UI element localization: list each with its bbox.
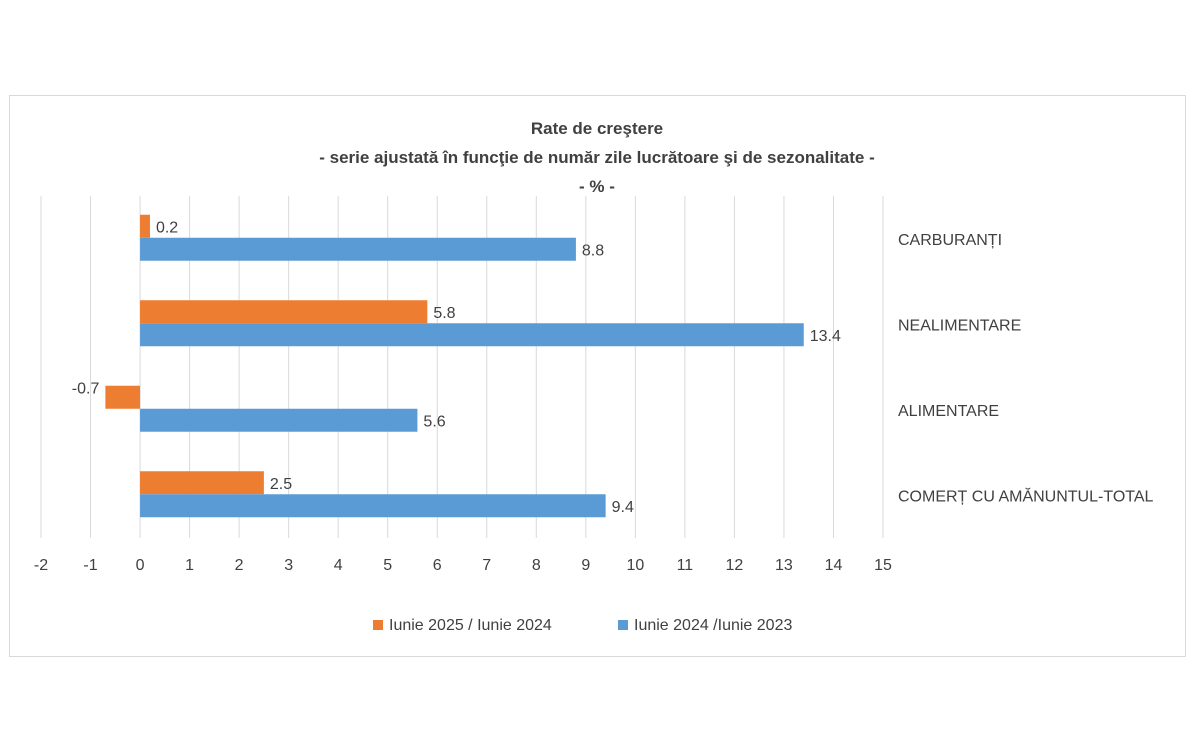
category-label: CARBURANȚI [898,232,1002,249]
x-tick-label: 3 [284,557,293,574]
x-tick-label: 0 [136,557,145,574]
x-axis-ticks: -2 -1 0 1 2 3 4 5 6 7 8 9 10 11 12 13 14 15 [34,557,892,574]
x-tick-label: 14 [825,557,843,574]
legend-swatch [618,620,628,630]
chart-frame [9,95,1186,657]
chart-title: Rate de creştere [531,119,663,138]
x-tick-label: 9 [581,557,590,574]
legend-swatch [373,620,383,630]
x-tick-label: 12 [726,557,744,574]
x-tick-label: 5 [383,557,392,574]
legend-label: Iunie 2024 /Iunie 2023 [634,617,792,634]
legend: Iunie 2025 / Iunie 2024 Iunie 2024 /Iunie… [373,617,792,634]
x-tick-label: 7 [482,557,491,574]
category-label: ALIMENTARE [898,403,999,420]
chart-unit: - % - [579,177,615,196]
bar-iunie-2025 [140,471,264,495]
bar-iunie-2025 [105,385,141,409]
data-label: 0.2 [156,219,178,236]
x-tick-label: 2 [235,557,244,574]
data-label: -0.7 [72,380,100,397]
x-tick-label: 10 [626,557,644,574]
chart-subtitle: - serie ajustată în funcţie de număr zil… [319,148,875,167]
data-labels-group: 0.2 8.8 5.8 13.4 -0.7 5.6 2.5 9.4 [72,219,841,516]
data-label: 2.5 [270,476,292,493]
category-labels: CARBURANȚI NEALIMENTARE ALIMENTARE COMERȚ C… [898,232,1154,506]
x-tick-label: 1 [185,557,194,574]
x-tick-label: -1 [83,557,97,574]
category-label: COMERȚ CU AMĂNUNTUL-TOTAL [898,486,1154,505]
bar-iunie-2025 [140,214,150,238]
legend-label: Iunie 2025 / Iunie 2024 [389,617,552,634]
bar-iunie-2024 [140,237,576,261]
x-tick-label: 11 [677,557,694,574]
data-label: 8.8 [582,242,604,259]
bar-iunie-2025 [140,300,428,324]
bars-group [105,214,804,518]
data-label: 5.8 [433,305,455,322]
x-tick-label: 6 [433,557,442,574]
data-label: 9.4 [612,499,634,516]
bar-iunie-2024 [140,408,418,432]
x-tick-label: 13 [775,557,793,574]
x-tick-label: 4 [334,557,343,574]
bar-iunie-2024 [140,494,606,518]
data-label: 5.6 [423,413,445,430]
x-tick-label: 15 [874,557,892,574]
category-label: NEALIMENTARE [898,317,1021,334]
bar-iunie-2024 [140,323,804,347]
x-tick-label: 8 [532,557,541,574]
data-label: 13.4 [810,328,841,345]
x-tick-label: -2 [34,557,48,574]
